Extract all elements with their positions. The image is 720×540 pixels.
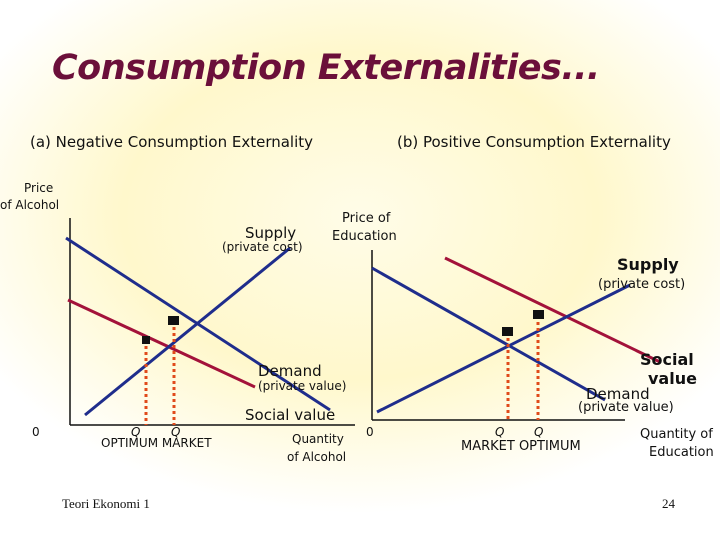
panel-a-x-label-2: of Alcohol <box>287 450 347 464</box>
panel-b-supply-line <box>376 283 631 414</box>
panel-b-demand-note: (private value) <box>578 400 674 415</box>
panel-b-demand-label: Demand <box>586 385 650 403</box>
panel-a-social-label: Social value <box>245 406 336 424</box>
panel-a-y-label-1: Price <box>24 181 54 195</box>
panel-b-y-label-2: Education <box>332 229 397 244</box>
panel-b-q-labels: MARKET OPTIMUM <box>461 439 581 454</box>
panel-a-market-point <box>168 316 179 325</box>
panel-b-y-label-1: Price of <box>342 211 391 226</box>
panel-b-q2: Q <box>534 425 544 439</box>
panel-b-demand-line <box>371 266 606 402</box>
panel-a-optimum-point <box>142 336 150 344</box>
panel-a-supply-line <box>84 246 291 417</box>
panel-a-supply-note: (private cost) <box>222 240 303 254</box>
panel-a-y-label-2: of Alcohol <box>0 198 60 212</box>
page-number: 24 <box>662 496 675 511</box>
panel-a-q1: Q <box>131 425 141 439</box>
panel-b-social-label-2: value <box>648 369 697 388</box>
panel-b-market-point <box>502 327 513 336</box>
panel-a-demand-label: Demand <box>258 362 322 380</box>
panel-b-q1: Q <box>495 425 505 439</box>
panel-b-supply-label: Supply <box>617 255 679 274</box>
panel-b-social-label-1: Social <box>640 350 694 369</box>
panel-a-q2: Q <box>171 425 181 439</box>
panel-b-heading: (b) Positive Consumption Externality <box>397 133 671 151</box>
panel-b-optimum-point <box>533 310 544 319</box>
panel-a-origin: 0 <box>32 425 40 439</box>
footer-text: Teori Ekonomi 1 <box>62 496 150 511</box>
panel-b-origin: 0 <box>366 425 374 439</box>
panel-a-heading: (a) Negative Consumption Externality <box>30 133 314 151</box>
panel-b-social-value-line <box>444 256 661 364</box>
panel-a-q-labels: OPTIMUM MARKET <box>101 436 212 450</box>
panel-b-x-label-1: Quantity of <box>640 427 713 442</box>
panel-a-x-label-1: Quantity <box>292 432 344 446</box>
panel-b-x-label-2: Education <box>649 445 714 460</box>
panel-a-supply-label: Supply <box>245 224 297 242</box>
panel-b-supply-note: (private cost) <box>598 277 686 292</box>
panel-a-demand-note: (private value) <box>258 379 347 393</box>
panel-a-demand-line <box>67 298 256 389</box>
slide-title: Consumption Externalities... <box>52 48 600 88</box>
